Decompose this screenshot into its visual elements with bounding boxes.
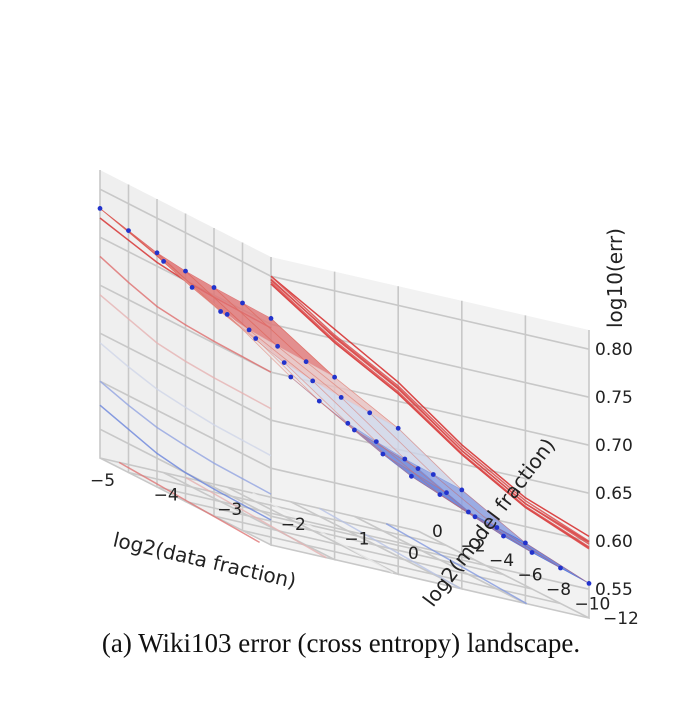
left-projection-line bbox=[99, 404, 272, 521]
data-point bbox=[189, 285, 195, 290]
x-tick-label: −1 bbox=[344, 529, 369, 549]
left-projection-line bbox=[99, 294, 272, 410]
axis-ticks: −5−4−3−2−100−2−4−6−8−10−120.550.600.650.… bbox=[90, 340, 639, 629]
data-point bbox=[161, 259, 167, 264]
data-point bbox=[268, 316, 274, 321]
surface-wire bbox=[185, 270, 504, 537]
x-tick-label: −2 bbox=[281, 515, 306, 535]
left-projection-line bbox=[99, 342, 272, 457]
data-point bbox=[459, 487, 465, 493]
y-tick-label: 0 bbox=[432, 522, 443, 542]
data-point bbox=[183, 268, 188, 274]
data-point bbox=[529, 550, 535, 555]
data-point bbox=[240, 300, 245, 306]
data-point bbox=[523, 540, 528, 546]
data-point bbox=[126, 228, 131, 234]
data-point bbox=[218, 309, 224, 314]
data-point bbox=[373, 439, 379, 444]
z-tick-label: 0.70 bbox=[595, 436, 633, 456]
data-point bbox=[466, 509, 471, 515]
data-point bbox=[345, 420, 351, 426]
data-point bbox=[586, 581, 592, 586]
data-point bbox=[415, 466, 421, 471]
y-tick-label: −4 bbox=[489, 551, 514, 571]
floor-projection-line bbox=[319, 507, 461, 590]
grid-line-y bbox=[156, 199, 476, 561]
back-projection-line bbox=[270, 275, 590, 538]
data-point bbox=[224, 312, 230, 317]
y-tick-label: −8 bbox=[546, 580, 571, 600]
data-point bbox=[281, 360, 287, 365]
floor-projection-line bbox=[385, 523, 528, 605]
data-point bbox=[288, 374, 294, 380]
y-tick-label: −6 bbox=[518, 566, 543, 586]
surface-wire bbox=[242, 302, 561, 569]
data-point bbox=[154, 250, 160, 256]
data-point bbox=[367, 410, 373, 416]
y-tick-label: −2 bbox=[461, 537, 486, 557]
data-point bbox=[97, 206, 103, 211]
grid-line-z bbox=[99, 428, 590, 590]
data-point bbox=[332, 374, 337, 380]
data-point bbox=[430, 472, 436, 477]
x-tick-label: −3 bbox=[217, 500, 242, 520]
data-point bbox=[395, 425, 401, 431]
data-point bbox=[211, 285, 217, 290]
data-point bbox=[380, 451, 386, 457]
floor-projection-line bbox=[252, 492, 394, 574]
back-projection-line bbox=[270, 275, 590, 542]
data-point bbox=[275, 343, 280, 349]
data-point bbox=[558, 565, 563, 571]
data-point bbox=[316, 398, 322, 404]
data-point bbox=[338, 395, 344, 400]
grid-line-y bbox=[241, 242, 561, 605]
back-projection-line bbox=[270, 283, 590, 550]
surface-wire bbox=[156, 252, 476, 518]
x-tick-label: 0 bbox=[408, 544, 419, 564]
data-point bbox=[310, 378, 316, 384]
data-point bbox=[501, 533, 506, 539]
data-point bbox=[409, 473, 414, 479]
data-point bbox=[246, 327, 252, 333]
data-point bbox=[253, 336, 259, 341]
z-tick-label: 0.80 bbox=[595, 340, 633, 360]
floor-projection-line bbox=[118, 461, 260, 544]
data-point bbox=[402, 456, 408, 462]
z-tick-label: 0.60 bbox=[595, 532, 633, 552]
contour-projections bbox=[99, 217, 590, 605]
y-tick-label: −12 bbox=[603, 609, 639, 629]
surface-wire bbox=[213, 287, 533, 553]
data-point bbox=[472, 514, 478, 520]
z-tick-label: 0.55 bbox=[595, 580, 633, 600]
data-point bbox=[444, 490, 449, 496]
floor-projection-line bbox=[185, 477, 327, 559]
error-surface bbox=[97, 206, 592, 586]
back-projection-line bbox=[270, 281, 590, 548]
data-point bbox=[352, 427, 357, 433]
data-point bbox=[437, 492, 443, 497]
z-tick-label: 0.65 bbox=[595, 484, 633, 504]
x-tick-label: −5 bbox=[90, 471, 115, 491]
surface-wire bbox=[128, 230, 447, 494]
x-tick-label: −4 bbox=[154, 486, 179, 506]
grid-line-y bbox=[99, 170, 419, 532]
data-point bbox=[494, 525, 500, 530]
z-tick-label: 0.75 bbox=[595, 388, 633, 408]
grid-line-y bbox=[184, 213, 504, 576]
figure-caption: (a) Wiki103 error (cross entropy) landsc… bbox=[101, 628, 581, 658]
surface-wire bbox=[270, 318, 590, 584]
data-point bbox=[303, 359, 309, 365]
y-tick-label: −10 bbox=[575, 595, 611, 615]
back-projection-line bbox=[270, 278, 590, 545]
z-axis-label: log10(err) bbox=[603, 228, 627, 328]
left-projection-line bbox=[99, 380, 272, 495]
left-projection-line bbox=[99, 255, 272, 373]
